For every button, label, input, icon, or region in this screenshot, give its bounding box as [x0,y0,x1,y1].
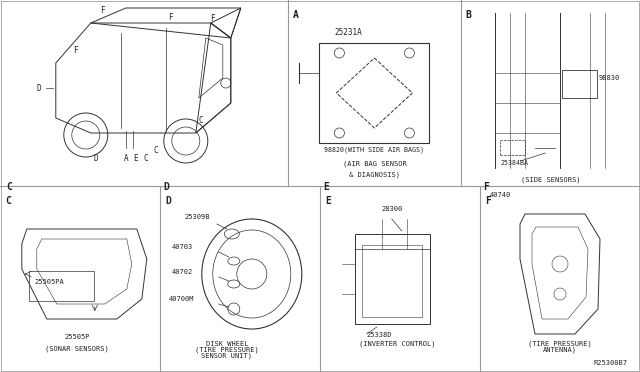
Text: 40740: 40740 [490,192,511,198]
Text: (AIR BAG SENSOR: (AIR BAG SENSOR [342,160,406,167]
Text: C: C [5,196,11,206]
Text: 25505P: 25505P [64,334,90,340]
Text: C: C [154,146,158,155]
Text: 25231A: 25231A [334,28,362,37]
Text: F: F [483,182,489,192]
Text: 98820(WITH SIDE AIR BAGS): 98820(WITH SIDE AIR BAGS) [324,146,424,153]
Bar [29,271,94,301]
Bar [563,70,597,98]
Text: 40700M: 40700M [169,296,195,302]
Text: DISK WHEEL: DISK WHEEL [205,341,248,347]
Text: (SONAR SENSORS): (SONAR SENSORS) [45,346,109,353]
Bar [319,43,429,143]
Text: ANTENNA): ANTENNA) [543,347,577,353]
Text: F: F [74,46,78,55]
Text: 98830: 98830 [598,75,620,81]
Text: C: C [143,154,148,163]
Text: 25338D: 25338D [367,332,392,338]
Bar [355,234,430,324]
Text: D: D [36,83,41,93]
Text: SENSOR UNIT): SENSOR UNIT) [202,352,252,359]
Text: (TIRE PRESSURE): (TIRE PRESSURE) [195,347,259,353]
Text: A: A [293,10,299,20]
Text: F: F [100,6,105,15]
Text: 25384BA: 25384BA [500,160,529,166]
Text: F: F [168,13,173,22]
Text: F: F [485,196,491,206]
Text: R25300B7: R25300B7 [593,360,627,366]
Text: D: D [165,196,171,206]
Text: 28300: 28300 [382,206,403,212]
Text: E: E [325,196,331,206]
Text: 25505PA: 25505PA [35,279,65,285]
Text: (SIDE SENSORS): (SIDE SENSORS) [521,176,580,183]
Text: D: D [163,182,169,192]
Text: E: E [134,154,138,163]
Text: C: C [6,182,12,192]
Text: E: E [323,182,329,192]
Text: F: F [211,14,215,23]
Text: 25309B: 25309B [185,214,211,220]
Text: 40702: 40702 [172,269,193,275]
Text: (INVERTER CONTROL): (INVERTER CONTROL) [358,341,435,347]
Text: D: D [93,154,98,163]
Text: C: C [198,116,203,125]
Bar [362,245,422,317]
Text: & DIAGNOSIS): & DIAGNOSIS) [349,171,400,177]
Bar [500,140,525,155]
Text: 40703: 40703 [172,244,193,250]
Text: A: A [124,154,128,163]
Text: (TIRE PRESSURE): (TIRE PRESSURE) [528,341,592,347]
Text: B: B [466,10,472,20]
